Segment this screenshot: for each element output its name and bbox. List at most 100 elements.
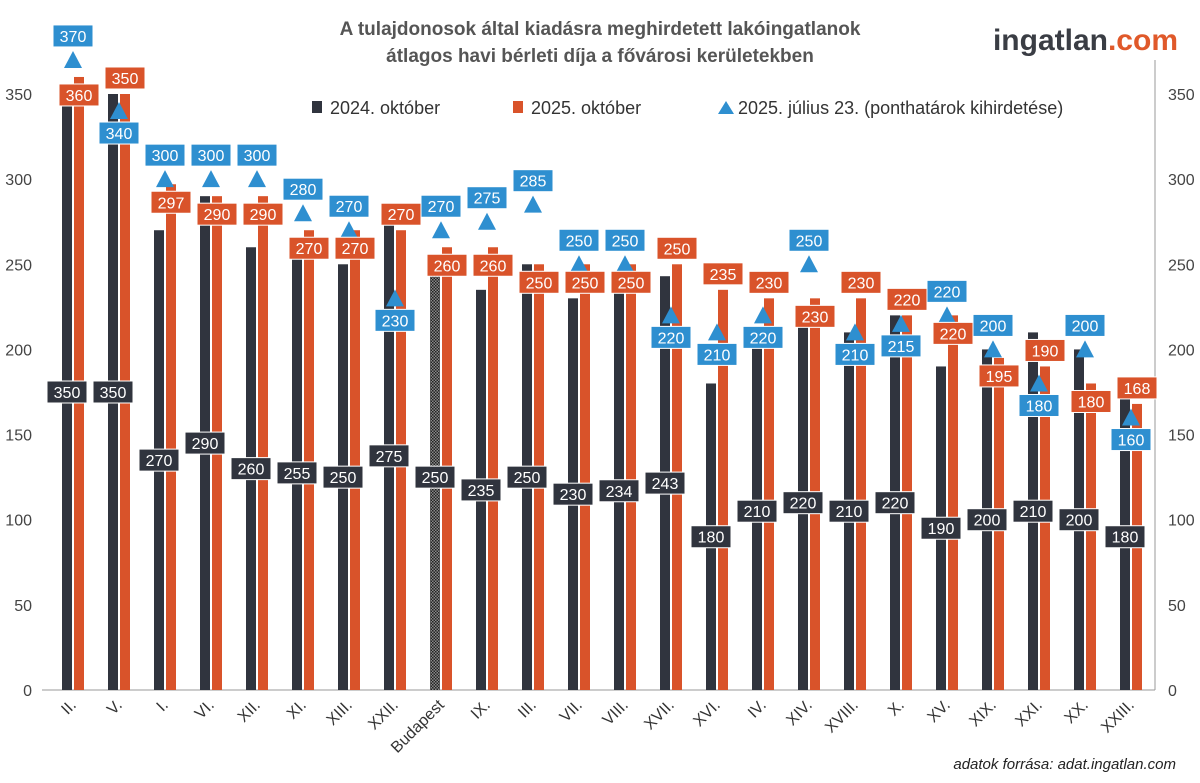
logo-suffix: .com [1107,24,1178,57]
label-july: 250 [566,233,593,250]
x-tick-label: IV. [745,697,770,722]
label-july-box [374,308,416,332]
label-2025: 168 [1124,381,1151,398]
label-2024: 200 [974,513,1001,530]
title-line-2: átlagos havi bérleti díja a fővárosi ker… [386,46,814,67]
label-2024-box [414,465,456,489]
label-july: 285 [520,174,547,191]
bar-2025 [166,184,176,690]
marker-triangle [938,306,956,324]
label-2024: 190 [928,521,955,538]
label-2025: 360 [66,88,93,105]
label-july-box [972,313,1014,337]
label-2025: 260 [480,258,507,275]
marker-triangle [432,221,450,239]
marker-triangle [202,170,220,188]
label-july: 275 [474,191,501,208]
x-tick-label: V. [104,697,126,719]
label-2025-box [518,270,560,294]
label-july: 250 [796,233,823,250]
label-2025: 180 [1078,394,1105,411]
y-tick-label-right: 300 [1168,172,1195,189]
x-tick-label: XXII. [365,697,402,734]
label-2025: 290 [250,207,277,224]
label-july-box [880,334,922,358]
label-2024: 250 [422,470,449,487]
bar-2025 [350,230,360,690]
bar-2025 [626,264,636,690]
x-tick-label: I. [154,697,172,715]
label-july: 280 [290,182,317,199]
x-tick-label: XVII. [641,697,678,734]
label-2024-box [1104,525,1146,549]
label-2025-box [196,202,238,226]
label-2025-box [334,236,376,260]
label-july-box [282,177,324,201]
y-tick-label-right: 0 [1168,683,1177,700]
label-2025: 250 [664,241,691,258]
label-2025-box [426,253,468,277]
x-tick-label: XVIII. [822,697,862,737]
label-2025: 230 [756,275,783,292]
label-2025-box [1116,376,1158,400]
y-tick-label-left: 250 [5,257,32,274]
label-2024: 235 [468,483,495,500]
label-2024: 210 [744,504,771,521]
label-2024-box [690,525,732,549]
label-2025: 350 [112,71,139,88]
label-2025-box [1070,389,1112,413]
label-july-box [788,228,830,252]
label-2025: 195 [986,369,1013,386]
marker-triangle [846,323,864,341]
marker-triangle [64,50,82,68]
label-2024-box [230,457,272,481]
y-tick-label-right: 50 [1168,598,1186,615]
marker-triangle [386,289,404,307]
label-2024: 290 [192,436,219,453]
bar-2025 [948,315,958,690]
label-july-box [236,143,278,167]
label-2025-box [794,304,836,328]
label-july: 220 [658,330,685,347]
label-july-box [98,121,140,145]
x-tick-label: II. [58,697,79,718]
label-2025-box [564,270,606,294]
label-july-box [420,194,462,218]
bar-2025 [1086,383,1096,690]
x-tick-label: X. [885,697,908,720]
label-2024: 260 [238,462,265,479]
bar-2025 [304,230,314,690]
label-2025-box [702,262,744,286]
y-tick-label-left: 50 [14,598,32,615]
label-2025-box [288,236,330,260]
title-line-1: A tulajdonosok által kiadásra meghirdete… [339,19,861,40]
label-2025: 190 [1032,343,1059,360]
label-2024-box [322,465,364,489]
label-2024-box [874,491,916,515]
y-tick-label-left: 150 [5,428,32,445]
label-2024: 275 [376,449,403,466]
legend-label: 2025. október [531,98,641,118]
bar-2025 [718,289,728,690]
bar-2025 [764,298,774,690]
label-2024-box [506,465,548,489]
label-july: 215 [888,339,915,356]
label-july-box [742,325,784,349]
label-2024-box [1058,508,1100,532]
label-2025: 270 [342,241,369,258]
y-tick-label-left: 200 [5,342,32,359]
label-2025: 230 [848,275,875,292]
label-july: 220 [934,284,961,301]
label-2024: 210 [836,504,863,521]
label-july-box [466,186,508,210]
label-2024: 220 [882,496,909,513]
marker-triangle [1122,408,1140,426]
label-2024-box [828,499,870,523]
x-tick-label: XIX. [966,697,999,730]
legend-label: 2025. július 23. (ponthatárok kihirdetés… [738,98,1063,118]
legend-label: 2024. október [330,98,440,118]
label-july-box [1110,428,1152,452]
label-2025-box [242,202,284,226]
label-2025-box [656,236,698,260]
legend-swatch [312,101,322,113]
